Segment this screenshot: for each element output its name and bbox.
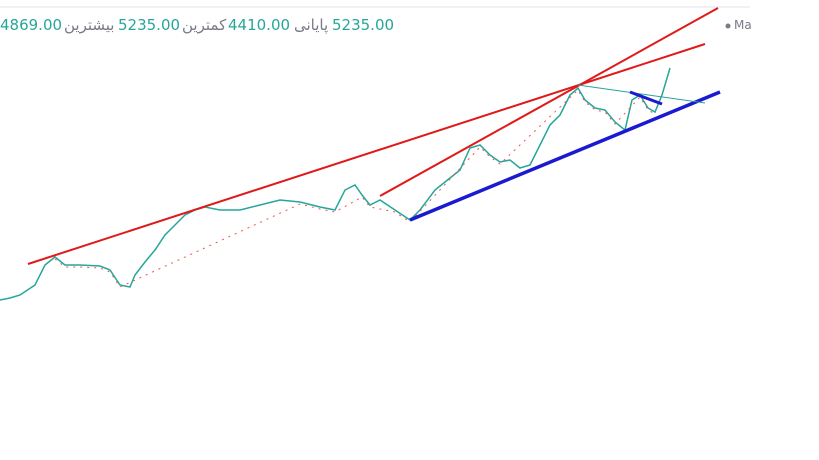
- legend-dot: [725, 23, 731, 29]
- trend-line: [379, 7, 719, 197]
- legend-label: Ma: [734, 18, 752, 32]
- close-label: پایانی: [294, 16, 329, 34]
- low-label: کمترین: [182, 16, 227, 34]
- trend-line: [629, 90, 663, 106]
- low-value: 4410.00: [228, 16, 291, 34]
- high-label: بیشترین: [64, 16, 115, 34]
- trend-line: [27, 43, 706, 265]
- price-path: [0, 67, 671, 301]
- price-path-red: [54, 89, 656, 288]
- trend-line: [409, 90, 721, 222]
- high-value: 5235.00: [118, 16, 181, 34]
- trend-line: [577, 84, 706, 104]
- open-value: 4869.00: [0, 16, 63, 34]
- close-value: 5235.00: [332, 16, 395, 34]
